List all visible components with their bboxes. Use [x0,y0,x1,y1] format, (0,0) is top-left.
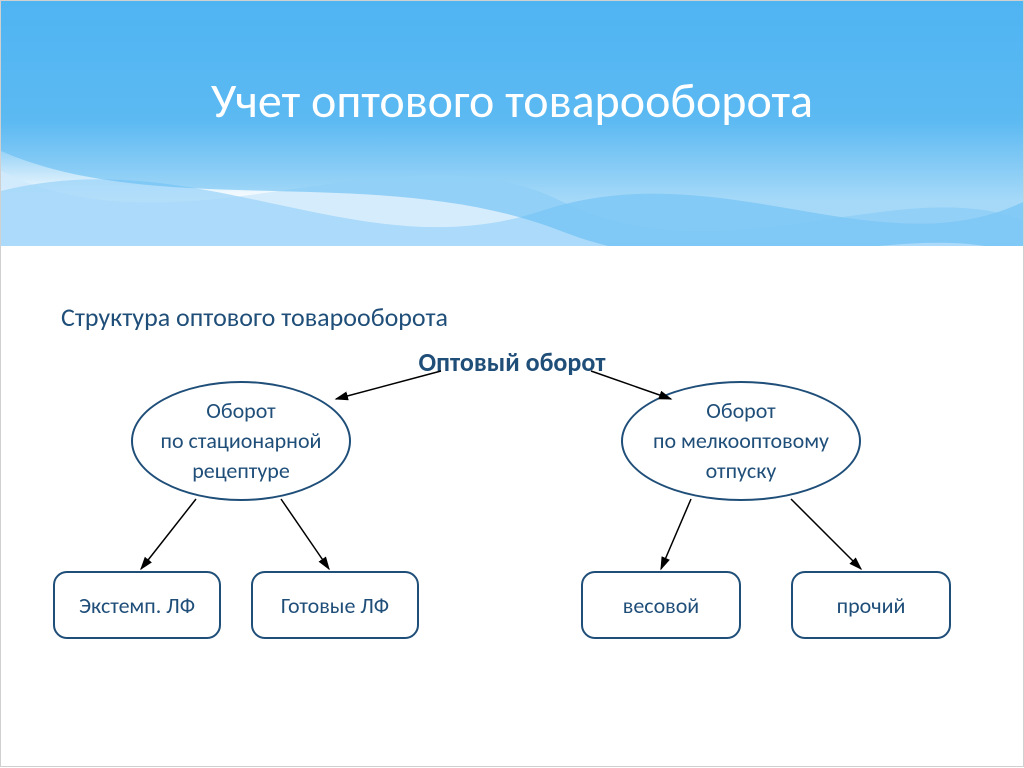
arrow [661,499,691,569]
slide: Учет оптового товарооборота Структура оп… [0,0,1024,767]
arrow [281,499,329,569]
leaf-other: прочий [791,571,951,639]
branch-stationary: Оборот по стационарной рецептуре [131,381,351,501]
leaf-weight: весовой [581,571,741,639]
branch-small-wholesale: Оборот по мелкооптовому отпуску [621,381,861,501]
leaf-weight-label: весовой [623,592,699,619]
leaf-ready-label: Готовые ЛФ [281,592,389,619]
branch-stationary-label: Оборот по стационарной рецептуре [161,396,322,485]
diagram-root: Оптовый оборот [1,346,1023,378]
header-background [1,1,1023,281]
branch-small-wholesale-label: Оборот по мелкооптовому отпуску [653,396,829,485]
slide-title: Учет оптового товарооборота [1,71,1023,130]
arrow [141,499,196,569]
leaf-extemp-label: Экстемп. ЛФ [79,592,195,619]
slide-subtitle: Структура оптового товарооборота [61,301,448,333]
leaf-extemp: Экстемп. ЛФ [53,571,221,639]
arrow [791,499,861,569]
leaf-other-label: прочий [837,592,906,619]
leaf-ready: Готовые ЛФ [251,571,419,639]
